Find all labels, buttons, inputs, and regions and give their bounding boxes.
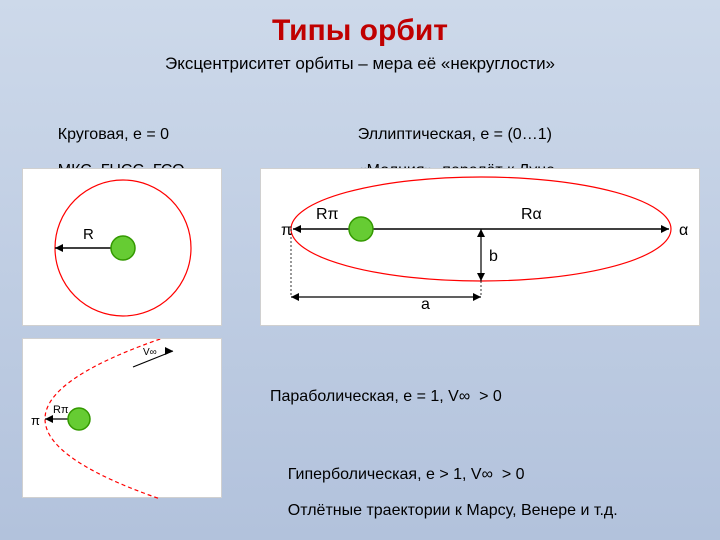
svg-text:Rα: Rα xyxy=(521,206,542,223)
hyperbolic-label-line2: Отлётные траектории к Марсу, Венере и т.… xyxy=(288,502,618,519)
svg-text:π: π xyxy=(281,222,292,239)
parabolic-svg: π Rπ V∞ xyxy=(23,339,223,499)
circular-diagram: R xyxy=(22,168,222,326)
parabolic-diagram: π Rπ V∞ xyxy=(22,338,222,498)
svg-text:Rπ: Rπ xyxy=(53,404,69,416)
circular-label-line1: Круговая, e = 0 xyxy=(58,126,169,143)
svg-text:a: a xyxy=(421,296,430,313)
hyperbolic-label-line1: Гиперболическая, e > 1, V∞ > 0 xyxy=(288,466,525,483)
slide-subtitle: Эксцентриситет орбиты – мера её «некругл… xyxy=(0,54,720,74)
svg-text:Rπ: Rπ xyxy=(316,206,339,223)
elliptical-diagram: π α Rπ Rα a b xyxy=(260,168,700,326)
elliptical-label-line1: Эллиптическая, e = (0…1) xyxy=(358,126,552,143)
slide-title: Типы орбит xyxy=(0,0,720,48)
slide: Типы орбит Эксцентриситет орбиты – мера … xyxy=(0,0,720,540)
svg-text:V∞: V∞ xyxy=(143,347,157,358)
parabolic-label: Параболическая, e = 1, V∞ > 0 xyxy=(270,388,502,406)
circular-svg: R xyxy=(23,169,223,327)
svg-text:b: b xyxy=(489,248,498,265)
svg-text:R: R xyxy=(83,226,94,243)
elliptical-svg: π α Rπ Rα a b xyxy=(261,169,701,327)
svg-text:π: π xyxy=(31,413,40,428)
hyperbolic-label: Гиперболическая, e > 1, V∞ > 0 Отлётные … xyxy=(270,448,618,538)
svg-text:α: α xyxy=(679,222,688,239)
